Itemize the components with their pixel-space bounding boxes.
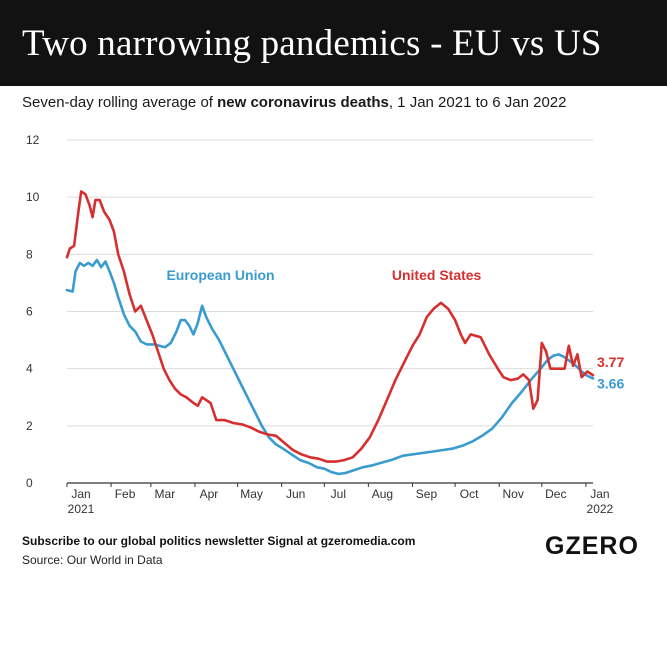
subtitle-bold: new coronavirus deaths [217, 94, 389, 111]
series-lines [65, 190, 595, 476]
x-tick-label: Jan [71, 487, 90, 501]
x-tick-label: Nov [503, 487, 524, 501]
source-note: Source: Our World in Data [22, 553, 163, 567]
series-label-european-union: European Union [166, 267, 274, 283]
gzero-logo: GZERO [545, 532, 639, 560]
series-label-united-states: United States [392, 267, 482, 283]
y-tick-label: 4 [26, 362, 33, 376]
x-tick-label: Sep [416, 487, 438, 501]
x-tick-label: Aug [372, 487, 393, 501]
series-line-united-states [65, 190, 595, 463]
x-tick-label: Apr [200, 487, 219, 501]
x-tick-label: Feb [115, 487, 136, 501]
x-tick-label: Jun [286, 487, 305, 501]
y-tick-label: 2 [26, 419, 33, 433]
x-tick-label: May [240, 487, 263, 501]
y-tick-label: 0 [26, 476, 33, 490]
x-tick-year-label: 2021 [68, 502, 95, 516]
y-tick-label: 10 [26, 190, 40, 204]
x-tick-label: Jan [590, 487, 609, 501]
end-value-european-union: 3.66 [597, 376, 624, 392]
y-tick-label: 12 [26, 133, 40, 147]
x-tick-label: Jul [331, 487, 346, 501]
end-value-united-states: 3.77 [597, 354, 624, 370]
x-tick-label: Mar [155, 487, 176, 501]
newsletter-note: Subscribe to our global politics newslet… [22, 534, 416, 548]
series-labels: European Union United States 3.77 3.66 [166, 267, 624, 392]
x-tick-label: Dec [545, 487, 566, 501]
subtitle-prefix: Seven-day rolling average of [22, 94, 218, 111]
chart-subtitle: Seven-day rolling average of new coronav… [22, 94, 567, 111]
subtitle-suffix: , 1 Jan 2021 to 6 Jan 2022 [388, 94, 567, 111]
x-tick-label: Oct [460, 487, 479, 501]
x-tick-year-label: 2022 [587, 502, 614, 516]
y-tick-label: 6 [26, 305, 33, 319]
y-tick-label: 8 [26, 247, 33, 261]
gridlines [67, 139, 593, 484]
series-line-european-union [65, 258, 595, 476]
chart-title: Two narrowing pandemics - EU vs US [22, 22, 602, 64]
title-bar: Two narrowing pandemics - EU vs US [0, 0, 667, 86]
